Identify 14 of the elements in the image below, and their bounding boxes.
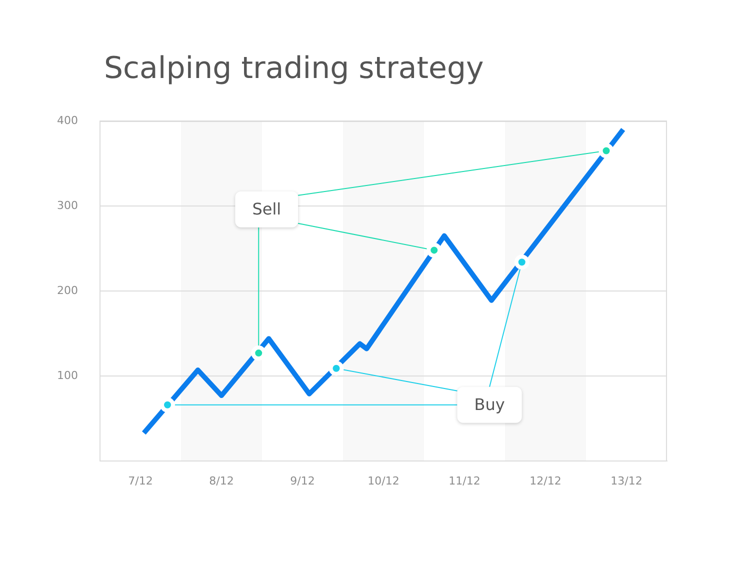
y-tick-label: 100 [57, 368, 78, 382]
y-tick-label: 200 [57, 284, 78, 297]
chart-title: Scalping trading strategy [104, 50, 484, 86]
x-tick-label: 11/12 [448, 474, 480, 488]
x-tick-label: 13/12 [610, 474, 642, 488]
y-tick-label: 300 [57, 198, 78, 212]
y-tick-label: 400 [57, 114, 78, 127]
text: Sell [252, 200, 282, 219]
x-tick-label: 8/12 [209, 474, 234, 488]
x-tick-label: 12/12 [530, 474, 562, 488]
text: Buy [474, 395, 505, 414]
x-tick-label: 7/12 [128, 474, 153, 488]
x-tick-label: 9/12 [290, 474, 315, 488]
x-tick-label: 10/12 [368, 474, 400, 488]
